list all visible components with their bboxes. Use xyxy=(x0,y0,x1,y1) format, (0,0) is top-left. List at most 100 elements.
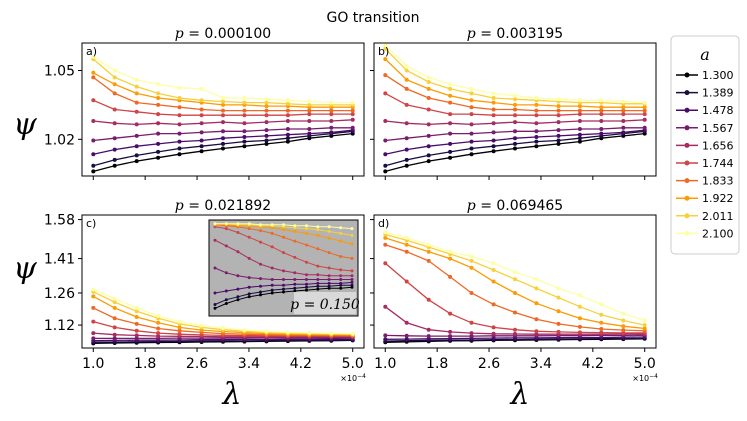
panel-1-data-point xyxy=(134,144,139,149)
panel-1-data-point xyxy=(199,86,204,91)
panel-2-data-point xyxy=(599,131,604,136)
panel-2-data-point xyxy=(534,102,539,107)
inset-data-point xyxy=(282,290,285,294)
legend-marker-1.744 xyxy=(684,160,690,166)
panel-4-data-point xyxy=(621,328,626,333)
panel-4-data-point xyxy=(534,332,539,337)
panel-2-data-point xyxy=(383,169,388,174)
panel-1-data-point xyxy=(177,152,182,157)
panel-4-data-point xyxy=(383,333,388,338)
panel-4-data-point xyxy=(513,291,517,295)
panel-1-data-point xyxy=(177,139,182,144)
panel-4-data-point xyxy=(534,277,539,282)
panel-2-data-point xyxy=(469,131,474,136)
panel-3-data-point xyxy=(134,305,139,310)
panel-2-data-point xyxy=(383,46,388,51)
inset-data-point xyxy=(213,303,217,306)
inset-data-point xyxy=(282,228,285,232)
inset-data-point xyxy=(305,260,308,264)
inset-data-point xyxy=(213,238,217,242)
panel-1-data-point xyxy=(199,98,204,103)
panel-2-data-point xyxy=(404,68,409,73)
panel-1-data-point xyxy=(134,109,139,114)
panel-2-data-point xyxy=(426,96,431,100)
panel-2-data-point xyxy=(448,82,453,87)
panel-2-data-point xyxy=(383,73,388,78)
panel-1-data-point xyxy=(134,133,139,138)
panel-1-data-point xyxy=(221,113,225,118)
panel-1-data-point xyxy=(329,119,334,123)
inset-data-point xyxy=(224,244,228,248)
panel-3-data-point xyxy=(264,329,269,334)
inset-data-point xyxy=(350,242,354,246)
legend-label: 1.300 xyxy=(702,69,734,82)
panel-3-data-point xyxy=(134,321,139,326)
panel-2-data-point xyxy=(469,91,474,96)
panel-4-data-point xyxy=(383,235,388,240)
panel-4-data-point xyxy=(448,311,453,316)
panel-4-data-point xyxy=(642,318,647,323)
panel-2-data-point xyxy=(469,122,474,127)
panel-1-data-point xyxy=(307,102,312,107)
panel-2-data-point xyxy=(469,152,474,157)
panel-4-data-point xyxy=(383,242,388,247)
panel-2-data-point xyxy=(577,139,582,144)
panel-4-data-point xyxy=(642,326,647,331)
x-multiplier-exponent: −4 xyxy=(649,373,658,380)
panel-2-data-point xyxy=(534,129,539,134)
inset-data-point xyxy=(224,289,228,293)
inset-data-point xyxy=(350,256,354,260)
panel-1-data-point xyxy=(199,138,204,143)
panel-1-data-point xyxy=(329,125,334,130)
panel-3-data-point xyxy=(112,332,117,337)
panel-2-data-point xyxy=(448,121,453,126)
panel-1-data-point xyxy=(350,117,355,122)
panel-2-data-point xyxy=(577,119,582,123)
inset-data-point xyxy=(316,278,320,281)
panel-2-data-point xyxy=(556,133,561,138)
panel-2-data-point xyxy=(513,107,517,112)
panel-1-data-point xyxy=(156,91,161,96)
inset-data-point xyxy=(305,282,308,286)
panel-1-data-point xyxy=(221,120,225,125)
panel-2-data-point xyxy=(448,141,453,146)
panel-1-data-point xyxy=(242,135,247,139)
inset-data-point xyxy=(316,228,320,232)
panel-4-data-point xyxy=(577,304,582,309)
inset-data-point xyxy=(339,268,343,272)
panel-3-data-point xyxy=(285,330,290,335)
panel-2-data-point xyxy=(513,129,517,134)
panel-1: p = 0.000100 a) 1.02 1.05 xyxy=(44,26,365,180)
inset-data-point xyxy=(350,283,354,287)
panel-1-data-point xyxy=(156,96,161,100)
panel-2-data-point xyxy=(642,117,647,122)
panel-2-data-point xyxy=(491,138,496,143)
panel-2-data-point xyxy=(426,86,431,91)
panel-1-data-point xyxy=(307,99,312,104)
inset-data-point xyxy=(293,224,297,228)
panel-1-data-point xyxy=(221,99,225,104)
panel-4-data-point xyxy=(469,258,474,263)
legend-marker-1.922 xyxy=(684,195,690,201)
panel-1-data-point xyxy=(177,122,182,127)
y-tick-label: 1.26 xyxy=(44,286,75,302)
panel-4-data-point xyxy=(599,330,604,335)
panel-1-data-point xyxy=(112,147,117,152)
inset-data-point xyxy=(282,223,285,227)
panel-2-data-point xyxy=(469,98,474,103)
panel-2-data-point xyxy=(577,127,582,131)
panel-1-data-point xyxy=(242,144,247,149)
panel-1-data-point xyxy=(177,105,182,110)
panel-title-prefix: p = xyxy=(467,198,497,214)
panel-1-data-point xyxy=(91,152,96,157)
panel-4-data-point xyxy=(426,327,431,332)
panel-1-data-point xyxy=(112,157,117,162)
inset-data-point xyxy=(224,271,228,275)
inset-data-point xyxy=(236,298,240,302)
inset-data-point xyxy=(247,285,251,289)
inset-data-point xyxy=(270,223,274,227)
inset-data-point xyxy=(305,231,308,235)
legend-marker-1.478 xyxy=(684,107,690,113)
panel-2-data-point xyxy=(383,43,388,48)
